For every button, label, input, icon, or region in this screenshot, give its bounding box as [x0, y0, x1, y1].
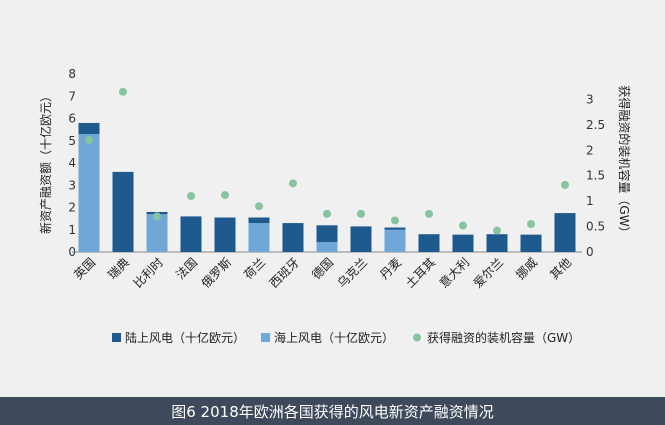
legend-label-capacity: 获得融资的装机容量（GW） — [427, 330, 580, 345]
capacity-dot-4 — [221, 191, 229, 200]
capacity-dot-9 — [391, 216, 399, 225]
category-label: 法国 — [173, 255, 200, 282]
category-label: 挪威 — [513, 255, 540, 282]
category-label: 比利时 — [131, 255, 166, 290]
bar-onshore-4 — [214, 217, 236, 252]
capacity-dot-14 — [561, 180, 569, 189]
bar-offshore-7 — [316, 241, 338, 252]
figure-caption: 图6 2018年欧洲各国获得的风电新资产融资情况 — [0, 397, 665, 425]
capacity-dot-1 — [119, 87, 127, 96]
category-label: 瑞典 — [105, 255, 132, 282]
legend-swatch-onshore — [112, 333, 121, 342]
category-label: 意大利 — [436, 255, 472, 291]
category-label: 土耳其 — [403, 255, 438, 290]
category-label: 德国 — [309, 255, 337, 283]
capacity-dot-3 — [187, 192, 195, 201]
right-tick-label: 2 — [586, 143, 594, 157]
bar-onshore-9 — [384, 227, 406, 230]
bar-onshore-13 — [520, 234, 542, 252]
category-label: 丹麦 — [377, 255, 404, 282]
bar-onshore-3 — [180, 216, 202, 252]
bar-onshore-14 — [554, 213, 576, 252]
bars — [78, 122, 576, 252]
bar-offshore-2 — [146, 214, 168, 252]
capacity-dot-0 — [85, 136, 93, 145]
legend-label-offshore: 海上风电（十亿欧元） — [274, 330, 394, 345]
legend-swatch-capacity — [413, 333, 421, 342]
bar-offshore-9 — [384, 229, 406, 252]
left-tick-label: 3 — [68, 178, 76, 192]
right-tick-label: 1 — [586, 194, 594, 208]
bar-onshore-10 — [418, 234, 440, 252]
bar-onshore-0 — [78, 122, 100, 135]
capacity-dot-7 — [323, 209, 331, 218]
right-axis-title: 获得融资的装机容量（GW） — [617, 85, 632, 238]
bar-onshore-12 — [486, 234, 508, 252]
category-label: 荷兰 — [241, 255, 268, 282]
bar-offshore-0 — [78, 134, 100, 252]
legend: 陆上风电（十亿欧元） 海上风电（十亿欧元） 获得融资的装机容量（GW） — [112, 330, 580, 345]
capacity-dot-13 — [527, 220, 535, 229]
category-label: 乌克兰 — [334, 255, 370, 291]
capacity-dot-5 — [255, 202, 263, 211]
bar-onshore-6 — [282, 223, 304, 252]
left-tick-label: 8 — [68, 67, 76, 81]
caption-text: 图6 2018年欧洲各国获得的风电新资产融资情况 — [171, 402, 494, 421]
left-axis-title: 新资产融资额（十亿欧元） — [38, 90, 53, 234]
bar-onshore-5 — [248, 217, 270, 224]
legend-label-onshore: 陆上风电（十亿欧元） — [125, 330, 245, 345]
bar-onshore-11 — [452, 234, 474, 252]
left-tick-label: 5 — [68, 134, 76, 148]
right-tick-label: 2.5 — [586, 118, 605, 132]
category-label: 英国 — [71, 255, 98, 282]
capacity-dot-10 — [425, 209, 433, 218]
right-tick-label: 0.5 — [586, 220, 605, 234]
category-label: 俄罗斯 — [199, 255, 234, 290]
bar-offshore-5 — [248, 223, 270, 252]
category-label: 西班牙 — [267, 255, 302, 290]
category-label: 其他 — [547, 255, 574, 282]
left-tick-label: 6 — [68, 112, 76, 126]
left-tick-label: 2 — [68, 201, 76, 215]
capacity-dot-6 — [289, 179, 297, 188]
left-tick-label: 7 — [68, 89, 76, 103]
capacity-dot-8 — [357, 209, 365, 218]
capacity-dot-12 — [493, 226, 501, 235]
bar-onshore-7 — [316, 225, 338, 242]
capacity-dots — [85, 87, 569, 235]
legend-swatch-offshore — [261, 333, 270, 342]
right-tick-label: 0 — [586, 245, 594, 259]
bar-onshore-8 — [350, 226, 372, 252]
capacity-dot-11 — [459, 221, 467, 230]
right-axis-ticks: 0 0.5 1 1.5 2 2.5 3 — [586, 92, 605, 259]
bar-onshore-1 — [112, 171, 134, 252]
right-tick-label: 1.5 — [586, 169, 605, 183]
category-label: 爱尔兰 — [470, 255, 506, 291]
left-tick-label: 1 — [68, 223, 76, 237]
capacity-dot-2 — [153, 212, 161, 221]
right-tick-label: 3 — [586, 92, 594, 106]
left-tick-label: 4 — [68, 156, 76, 170]
